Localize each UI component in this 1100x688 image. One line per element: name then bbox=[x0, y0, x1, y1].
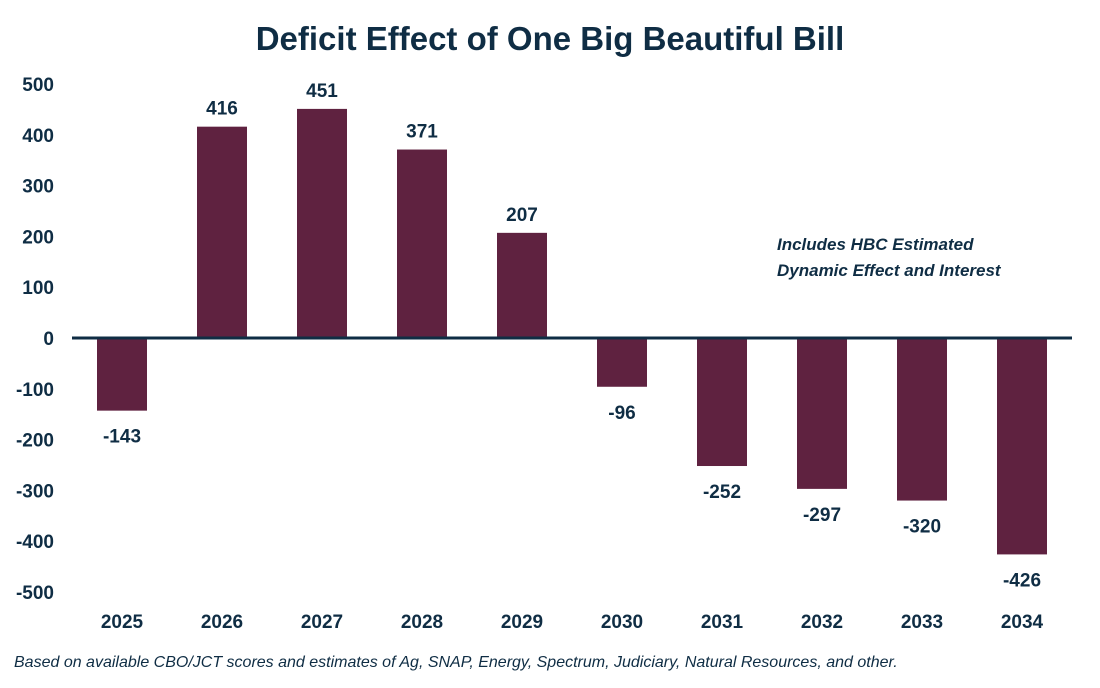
y-tick-label: 100 bbox=[22, 278, 54, 299]
y-tick-label: -100 bbox=[16, 380, 54, 401]
annotation-line-1: Includes HBC Estimated bbox=[777, 235, 974, 254]
data-label-2025: -143 bbox=[103, 427, 141, 448]
x-tick-label: 2030 bbox=[601, 612, 643, 633]
bar-2027 bbox=[297, 108, 347, 338]
data-label-2033: -320 bbox=[903, 517, 941, 538]
bar-2031 bbox=[697, 338, 747, 467]
data-label-2034: -426 bbox=[1003, 570, 1041, 591]
x-tick-label: 2027 bbox=[301, 612, 343, 633]
bar-2032 bbox=[797, 338, 847, 489]
bar-2034 bbox=[997, 338, 1047, 555]
x-tick-label: 2034 bbox=[1001, 612, 1044, 633]
bars bbox=[97, 108, 1047, 555]
y-tick-label: -500 bbox=[16, 583, 54, 604]
x-tick-label: 2033 bbox=[901, 612, 943, 633]
bar-2033 bbox=[897, 338, 947, 501]
data-label-2031: -252 bbox=[703, 482, 741, 503]
x-tick-label: 2032 bbox=[801, 612, 843, 633]
x-tick-label: 2028 bbox=[401, 612, 443, 633]
x-tick-label: 2025 bbox=[101, 612, 144, 633]
bar-2029 bbox=[497, 232, 547, 338]
bar-2025 bbox=[97, 338, 147, 411]
x-tick-label: 2031 bbox=[701, 612, 744, 633]
y-axis-ticks: 500 400 300 200 100 0 -100 -200 -300 -400 -500 bbox=[16, 75, 54, 604]
y-tick-label: 300 bbox=[22, 177, 54, 198]
data-label-2029: 207 bbox=[506, 205, 538, 226]
x-axis-ticks: 2025 2026 2027 2028 2029 2030 2031 2032 2033 2034 bbox=[101, 612, 1044, 633]
y-tick-label: 200 bbox=[22, 227, 54, 248]
y-tick-label: 400 bbox=[22, 126, 54, 147]
data-label-2028: 371 bbox=[406, 122, 438, 143]
bar-2026 bbox=[197, 126, 247, 338]
y-tick-label: -300 bbox=[16, 481, 54, 502]
footnote: Based on available CBO/JCT scores and es… bbox=[14, 654, 898, 671]
data-label-2026: 416 bbox=[206, 99, 238, 120]
chart-title: Deficit Effect of One Big Beautiful Bill bbox=[256, 20, 845, 57]
y-tick-label: -400 bbox=[16, 532, 54, 553]
x-tick-label: 2029 bbox=[501, 612, 543, 633]
y-tick-label: 500 bbox=[22, 75, 54, 96]
data-labels: -143 416 451 371 207 -96 -252 -297 -320 -426 bbox=[103, 81, 1041, 592]
data-label-2027: 451 bbox=[306, 81, 338, 102]
bar-2030 bbox=[597, 338, 647, 387]
y-tick-label: 0 bbox=[43, 329, 54, 350]
x-tick-label: 2026 bbox=[201, 612, 243, 633]
data-label-2032: -297 bbox=[803, 505, 841, 526]
annotation-line-2: Dynamic Effect and Interest bbox=[777, 261, 1002, 280]
y-tick-label: -200 bbox=[16, 431, 54, 452]
data-label-2030: -96 bbox=[608, 403, 635, 424]
bar-2028 bbox=[397, 149, 447, 338]
